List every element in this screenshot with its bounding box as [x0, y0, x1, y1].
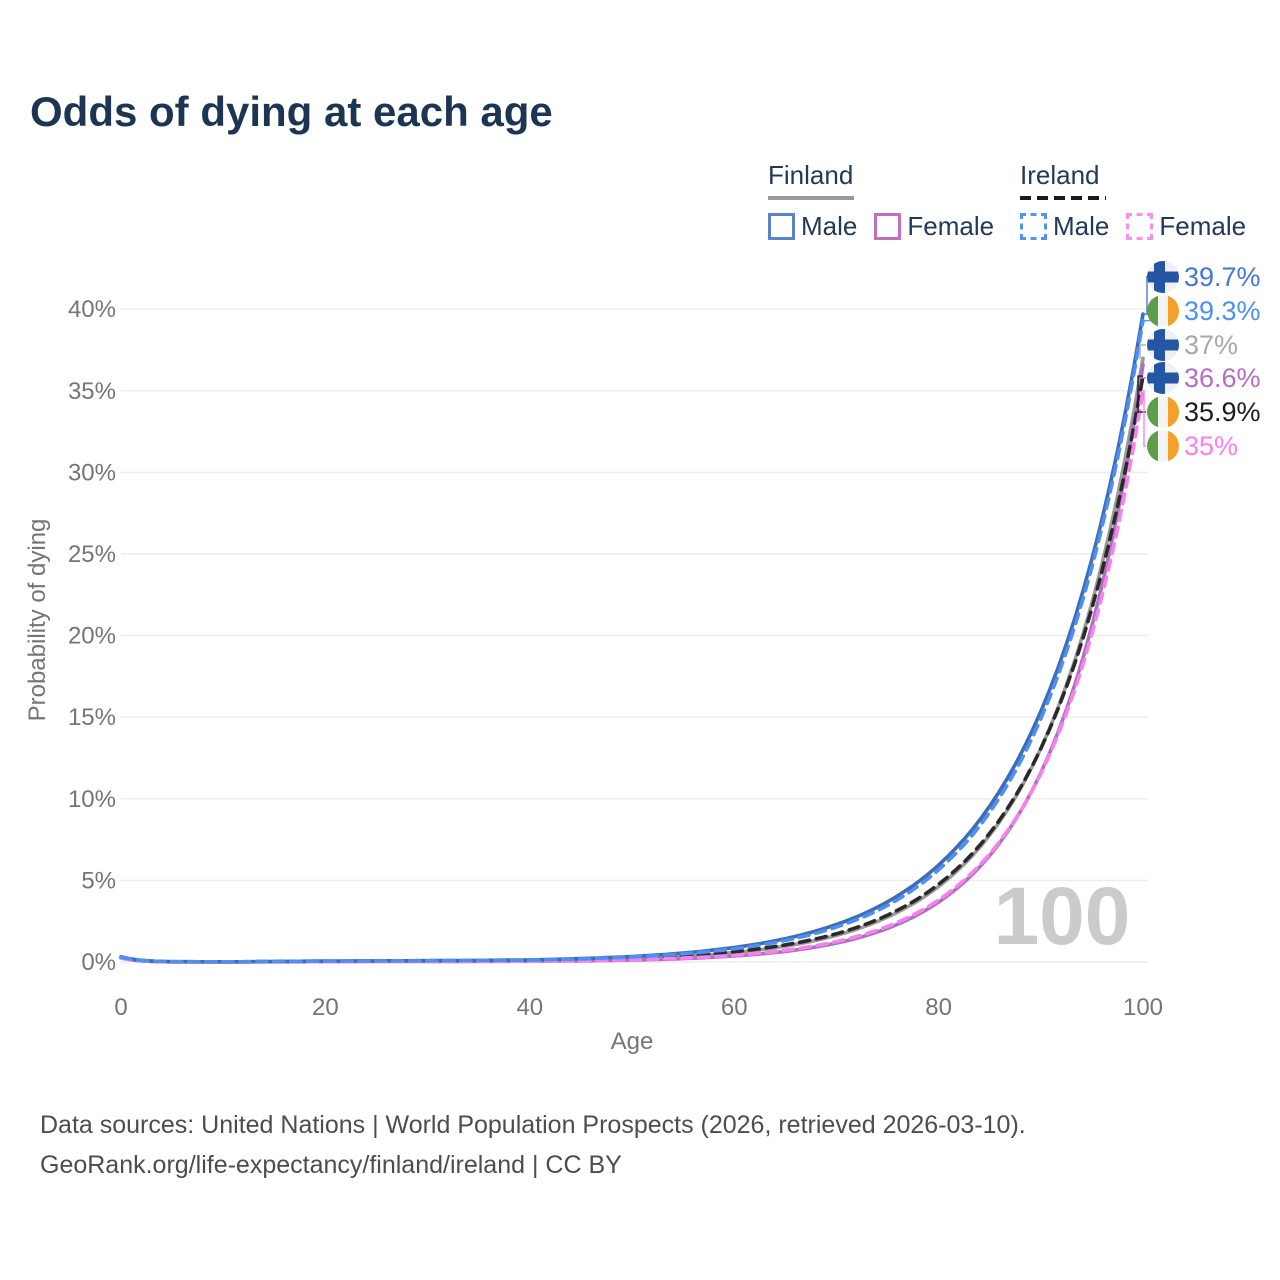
- legend-group-finland: Finland Male Female: [768, 160, 994, 242]
- footer-source-line: Data sources: United Nations | World Pop…: [40, 1111, 1026, 1139]
- y-tick-0%: 0%: [81, 949, 116, 976]
- end-label-37pct: 37%: [1184, 330, 1238, 360]
- legend-linestyle-swatch-ireland: [1020, 196, 1106, 200]
- age-watermark: 100: [994, 871, 1131, 962]
- series-line-finland-female: [119, 362, 1145, 964]
- y-tick-25%: 25%: [68, 541, 116, 568]
- legend-label-ireland-female: Female: [1159, 211, 1247, 241]
- x-tick-40: 40: [516, 994, 543, 1021]
- legend-item-ireland-male[interactable]: Male: [1020, 211, 1109, 242]
- x-tick-60: 60: [721, 994, 748, 1021]
- x-axis-title: Age: [611, 1028, 654, 1055]
- y-axis-title: Probability of dying: [24, 519, 51, 722]
- leader-line-ireland-female: [1143, 390, 1146, 447]
- legend-label-finland-female: Female: [907, 211, 995, 241]
- ireland-flag-icon: [1147, 295, 1179, 327]
- y-tick-40%: 40%: [68, 296, 116, 323]
- ireland-flag-icon: [1147, 430, 1179, 462]
- end-label-35pct: 35%: [1184, 431, 1238, 461]
- legend-items-finland: Male Female: [768, 211, 994, 242]
- finland-flag-icon: [1147, 261, 1179, 293]
- legend-items-ireland: Male Female: [1020, 211, 1246, 242]
- leader-line-finland-male: [1143, 276, 1148, 315]
- legend-swatch-ireland-female[interactable]: [1126, 213, 1154, 240]
- legend-label-finland-male: Male: [801, 211, 858, 241]
- x-tick-0: 0: [114, 994, 127, 1021]
- legend-country-label-finland: Finland: [768, 160, 854, 190]
- y-tick-30%: 30%: [68, 459, 116, 486]
- legend-group-ireland: Ireland Male Female: [1020, 160, 1246, 242]
- series-line-ireland-female: [119, 389, 1145, 964]
- legend-label-ireland-male: Male: [1053, 211, 1110, 241]
- ireland-flag-icon: [1147, 396, 1179, 428]
- leader-line-finland-female: [1141, 363, 1146, 379]
- leader-line-finland-both-sexes: [1139, 344, 1146, 359]
- end-label-39.7pct: 39.7%: [1184, 262, 1261, 292]
- finland-flag-icon: [1147, 362, 1179, 394]
- legend-linestyle-swatch-finland: [768, 196, 854, 200]
- legend-item-ireland-female[interactable]: Female: [1126, 211, 1246, 242]
- finland-flag-icon: [1147, 329, 1179, 361]
- y-tick-15%: 15%: [68, 704, 116, 731]
- end-label-35.9pct: 35.9%: [1184, 397, 1261, 427]
- page-title: Odds of dying at each age: [30, 88, 553, 135]
- x-tick-80: 80: [925, 994, 952, 1021]
- series-line-finland-both-sexes: [119, 356, 1145, 964]
- y-tick-35%: 35%: [68, 378, 116, 405]
- legend-swatch-finland-male[interactable]: [768, 213, 795, 240]
- legend-country-label-ireland: Ireland: [1020, 160, 1100, 190]
- end-label-36.6pct: 36.6%: [1184, 363, 1261, 393]
- x-tick-20: 20: [312, 994, 339, 1021]
- legend-swatch-ireland-male[interactable]: [1020, 213, 1047, 240]
- series-line-ireland-male: [119, 318, 1145, 964]
- x-tick-100: 100: [1123, 994, 1163, 1021]
- y-tick-10%: 10%: [68, 786, 116, 813]
- y-tick-20%: 20%: [68, 623, 116, 650]
- leader-line-ireland-both-sexes: [1137, 375, 1146, 413]
- y-tick-5%: 5%: [81, 867, 116, 894]
- legend-item-finland-male[interactable]: Male: [768, 211, 857, 242]
- legend-swatch-finland-female[interactable]: [874, 213, 902, 240]
- series-line-finland-male: [119, 312, 1145, 964]
- footer-license-line: GeoRank.org/life-expectancy/finland/irel…: [40, 1151, 622, 1179]
- legend-item-finland-female[interactable]: Female: [874, 211, 994, 242]
- footer: Data sources: United Nations | World Pop…: [40, 1105, 1026, 1185]
- series-line-ireland-both-sexes: [119, 374, 1145, 964]
- end-label-39.3pct: 39.3%: [1184, 296, 1261, 326]
